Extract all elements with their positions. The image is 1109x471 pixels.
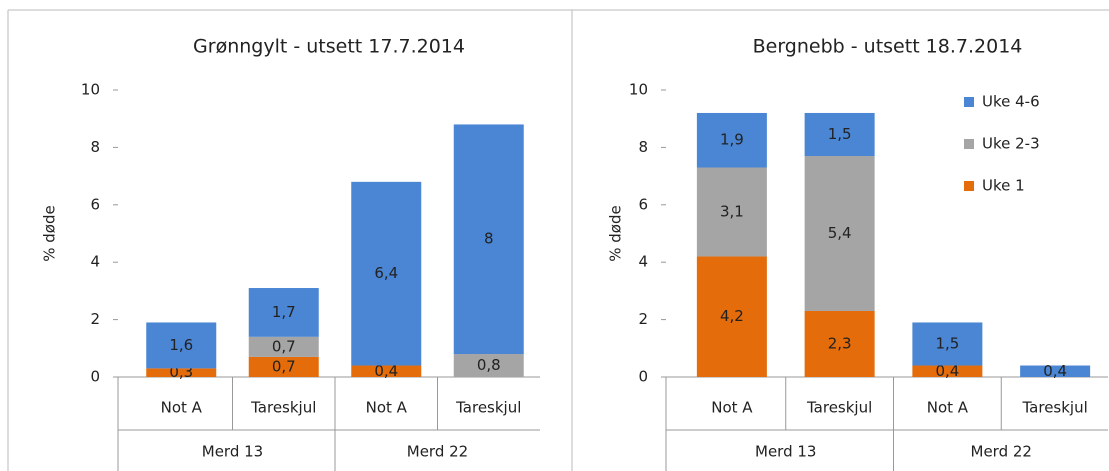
- x-tick-label: Not A: [927, 399, 969, 417]
- legend-swatch: [964, 181, 974, 191]
- x-tick-label: Tareskjul: [806, 399, 872, 417]
- y-tick-label: 8: [90, 138, 100, 156]
- y-axis-label: % døde: [607, 205, 625, 261]
- value-label: 0,4: [935, 362, 959, 380]
- value-label: 1,9: [720, 131, 744, 149]
- bar-segment: [912, 322, 983, 366]
- bar-segment: [804, 156, 875, 311]
- y-tick-label: 4: [638, 253, 648, 271]
- value-label: 0,7: [272, 337, 296, 355]
- value-label: 8: [484, 230, 494, 248]
- y-tick-label: 6: [90, 195, 100, 213]
- bar-segment: [804, 112, 875, 157]
- value-label: 6,4: [374, 264, 398, 282]
- y-axis-label: % døde: [41, 205, 59, 261]
- y-tick-label: 0: [90, 368, 100, 386]
- bar-segment: [696, 256, 767, 377]
- value-label: 1,5: [828, 125, 852, 143]
- y-tick-label: 4: [90, 253, 100, 271]
- bar-segment: [696, 167, 767, 257]
- bar-segment: [351, 181, 422, 366]
- legend-swatch: [964, 139, 974, 149]
- x-tick-label: Tareskjul: [455, 399, 521, 417]
- value-label: 1,7: [272, 303, 296, 321]
- bar-segment: [696, 112, 767, 168]
- x-tick-label: Not A: [161, 399, 203, 417]
- legend-swatch: [964, 97, 974, 107]
- value-label: 1,5: [935, 334, 959, 352]
- y-tick-label: 0: [638, 368, 648, 386]
- group-label: Merd 13: [755, 443, 816, 461]
- value-label: 3,1: [720, 202, 744, 220]
- x-tick-label: Not A: [366, 399, 408, 417]
- value-label: 0,7: [272, 357, 296, 375]
- bar-segment: [804, 310, 875, 377]
- bar-segment: [912, 365, 983, 377]
- x-tick-label: Tareskjul: [1021, 399, 1087, 417]
- bar-segment: [248, 288, 319, 337]
- y-tick-label: 2: [638, 310, 648, 328]
- value-label: 5,4: [828, 224, 852, 242]
- group-label: Merd 22: [407, 443, 468, 461]
- y-tick-label: 10: [81, 81, 100, 99]
- x-tick-label: Tareskjul: [250, 399, 316, 417]
- value-label: 1,6: [169, 336, 193, 354]
- legend-label: Uke 1: [982, 177, 1025, 195]
- bar-segment: [1020, 365, 1091, 377]
- legend-label: Uke 2-3: [982, 135, 1040, 153]
- y-tick-label: 8: [638, 138, 648, 156]
- x-tick-label: Not A: [711, 399, 753, 417]
- bar-segment: [453, 354, 524, 377]
- chart-title: Bergnebb - utsett 18.7.2014: [753, 36, 1023, 58]
- bar-segment: [146, 322, 217, 369]
- bar-segment: [351, 365, 422, 377]
- group-label: Merd 13: [202, 443, 263, 461]
- chart-title: Grønngylt - utsett 17.7.2014: [193, 36, 465, 58]
- group-label: Merd 22: [971, 443, 1032, 461]
- y-tick-label: 10: [629, 81, 648, 99]
- bar-segment: [146, 368, 217, 377]
- value-label: 0,4: [1043, 362, 1067, 380]
- bar-segment: [453, 124, 524, 355]
- legend-label: Uke 4-6: [982, 93, 1040, 111]
- value-label: 4,2: [720, 307, 744, 325]
- value-label: 0,8: [477, 356, 501, 374]
- value-label: 2,3: [828, 334, 852, 352]
- bar-segment: [248, 356, 319, 377]
- y-tick-label: 6: [638, 195, 648, 213]
- y-tick-label: 2: [90, 310, 100, 328]
- value-label: 0,4: [374, 362, 398, 380]
- bar-segment: [248, 336, 319, 357]
